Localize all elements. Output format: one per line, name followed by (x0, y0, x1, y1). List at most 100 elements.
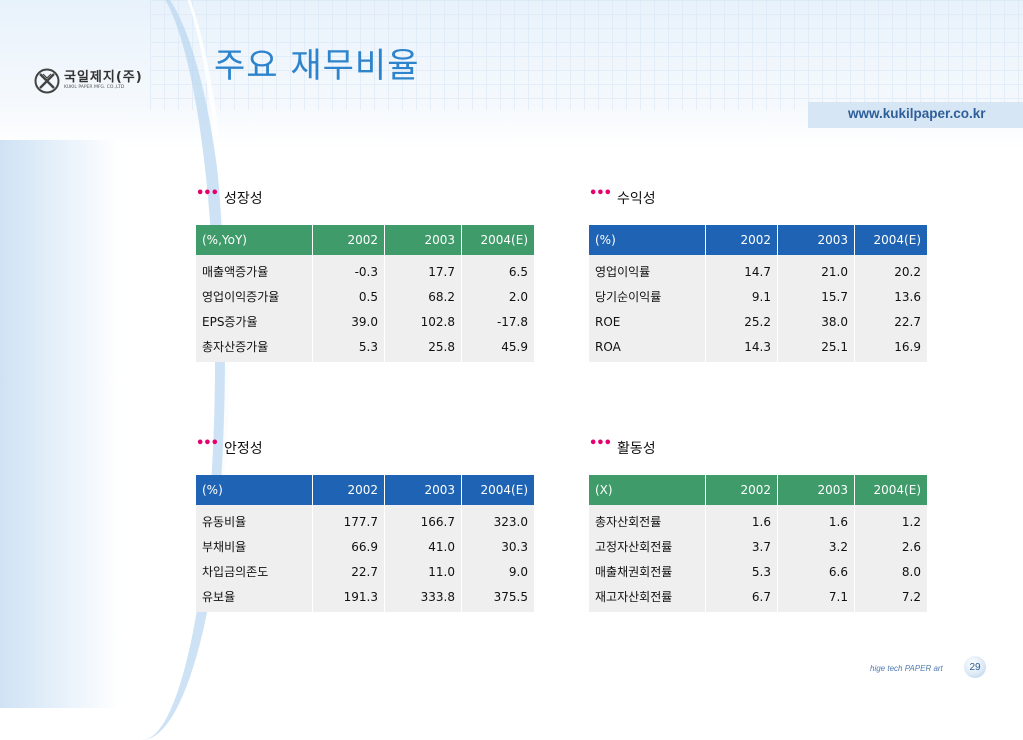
table-cell: 16.9 (855, 334, 927, 362)
table-cell: 68.2 (385, 284, 462, 309)
table-cell: -0.3 (313, 255, 385, 284)
decorative-swoosh-highlight (85, 0, 231, 740)
row-label: EPS증가율 (196, 309, 313, 334)
section-title: 성장성 (223, 191, 263, 207)
row-label: 당기순이익률 (589, 284, 706, 309)
table-cell: 166.7 (385, 505, 462, 534)
row-label: 매출채권회전률 (589, 559, 706, 584)
table-row: 총자산증가율 5.3 25.8 45.9 (196, 334, 534, 362)
table-cell: 7.1 (778, 584, 855, 612)
row-label: 영업이익증가율 (196, 284, 313, 309)
row-label: 차입금의존도 (196, 559, 313, 584)
growth-table: (%,YoY) 2002 2003 2004(E) 매출액증가율 -0.3 17… (196, 225, 534, 362)
table-cell: 38.0 (778, 309, 855, 334)
table-cell: 1.2 (855, 505, 927, 534)
table-header-cell: 2004(E) (855, 225, 927, 255)
table-row: 영업이익률 14.7 21.0 20.2 (589, 255, 927, 284)
table-cell: 39.0 (313, 309, 385, 334)
footer-tagline: hige tech PAPER art (870, 664, 943, 673)
table-header-cell: 2002 (313, 475, 385, 505)
table-cell: 41.0 (385, 534, 462, 559)
table-cell: 30.3 (462, 534, 534, 559)
table-header-cell: 2003 (385, 475, 462, 505)
table-cell: 5.3 (706, 559, 778, 584)
website-link[interactable]: www.kukilpaper.co.kr (848, 106, 986, 121)
table-row: 부채비율 66.9 41.0 30.3 (196, 534, 534, 559)
table-cell: 177.7 (313, 505, 385, 534)
table-cell: 25.8 (385, 334, 462, 362)
table-cell: 11.0 (385, 559, 462, 584)
table-row: EPS증가율 39.0 102.8 -17.8 (196, 309, 534, 334)
table-header-cell: 2002 (313, 225, 385, 255)
table-cell: 8.0 (855, 559, 927, 584)
row-label: 부채비율 (196, 534, 313, 559)
row-label: 유동비율 (196, 505, 313, 534)
logo-korean-name: 국일제지(주) (64, 70, 143, 85)
section-title: 안정성 (223, 441, 263, 457)
table-row: 재고자산회전률 6.7 7.1 7.2 (589, 584, 927, 612)
table-cell: 9.1 (706, 284, 778, 309)
table-cell: 9.0 (462, 559, 534, 584)
table-cell: 21.0 (778, 255, 855, 284)
profitability-table: (%) 2002 2003 2004(E) 영업이익률 14.7 21.0 20… (589, 225, 927, 362)
stability-table: (%) 2002 2003 2004(E) 유동비율 177.7 166.7 3… (196, 475, 534, 612)
table-row: 고정자산회전률 3.7 3.2 2.6 (589, 534, 927, 559)
table-cell: 14.3 (706, 334, 778, 362)
table-cell: 13.6 (855, 284, 927, 309)
table-cell: 1.6 (706, 505, 778, 534)
table-header-cell: 2003 (778, 225, 855, 255)
page-title: 주요 재무비율 (214, 46, 420, 86)
table-header-cell: 2004(E) (462, 475, 534, 505)
row-label: 고정자산회전률 (589, 534, 706, 559)
logo-mark-icon (34, 68, 60, 94)
section-profitability: ••• 수익성 (%) 2002 2003 2004(E) 영업이익률 14.7… (589, 187, 927, 362)
table-cell: 6.5 (462, 255, 534, 284)
bullet-dots-icon: ••• (589, 436, 612, 451)
company-logo: 국일제지(주) KUKIL PAPER MFG. CO.,LTD (34, 68, 143, 94)
table-cell: 22.7 (855, 309, 927, 334)
table-cell: 25.2 (706, 309, 778, 334)
table-cell: -17.8 (462, 309, 534, 334)
table-header-cell: 2002 (706, 475, 778, 505)
table-cell: 323.0 (462, 505, 534, 534)
table-row: 유보율 191.3 333.8 375.5 (196, 584, 534, 612)
table-cell: 1.6 (778, 505, 855, 534)
table-row: 당기순이익률 9.1 15.7 13.6 (589, 284, 927, 309)
row-label: 영업이익률 (589, 255, 706, 284)
page-number: 29 (969, 661, 981, 673)
table-cell: 333.8 (385, 584, 462, 612)
table-cell: 0.5 (313, 284, 385, 309)
table-cell: 375.5 (462, 584, 534, 612)
table-cell: 102.8 (385, 309, 462, 334)
table-cell: 17.7 (385, 255, 462, 284)
table-cell: 2.6 (855, 534, 927, 559)
row-label: ROE (589, 309, 706, 334)
table-cell: 191.3 (313, 584, 385, 612)
section-title: 수익성 (616, 191, 656, 207)
bullet-dots-icon: ••• (196, 186, 219, 201)
table-cell: 5.3 (313, 334, 385, 362)
table-cell: 14.7 (706, 255, 778, 284)
table-cell: 25.1 (778, 334, 855, 362)
table-cell: 45.9 (462, 334, 534, 362)
table-row: 영업이익증가율 0.5 68.2 2.0 (196, 284, 534, 309)
table-row: 차입금의존도 22.7 11.0 9.0 (196, 559, 534, 584)
table-row: ROA 14.3 25.1 16.9 (589, 334, 927, 362)
table-header-cell: 2003 (778, 475, 855, 505)
page-number-badge: 29 (964, 656, 986, 678)
section-growth: ••• 성장성 (%,YoY) 2002 2003 2004(E) 매출액증가율… (196, 186, 534, 362)
table-header-cell: 2002 (706, 225, 778, 255)
row-label: 총자산증가율 (196, 334, 313, 362)
section-title: 활동성 (616, 441, 656, 457)
row-label: ROA (589, 334, 706, 362)
section-activity: ••• 활동성 (X) 2002 2003 2004(E) 총자산회전률 1.6… (589, 436, 927, 612)
row-label: 유보율 (196, 584, 313, 612)
table-cell: 22.7 (313, 559, 385, 584)
activity-table: (X) 2002 2003 2004(E) 총자산회전률 1.6 1.6 1.2… (589, 475, 927, 612)
table-cell: 20.2 (855, 255, 927, 284)
bullet-dots-icon: ••• (196, 436, 219, 451)
table-header-cell: (X) (589, 475, 706, 505)
table-row: 매출채권회전률 5.3 6.6 8.0 (589, 559, 927, 584)
table-cell: 3.7 (706, 534, 778, 559)
table-cell: 2.0 (462, 284, 534, 309)
